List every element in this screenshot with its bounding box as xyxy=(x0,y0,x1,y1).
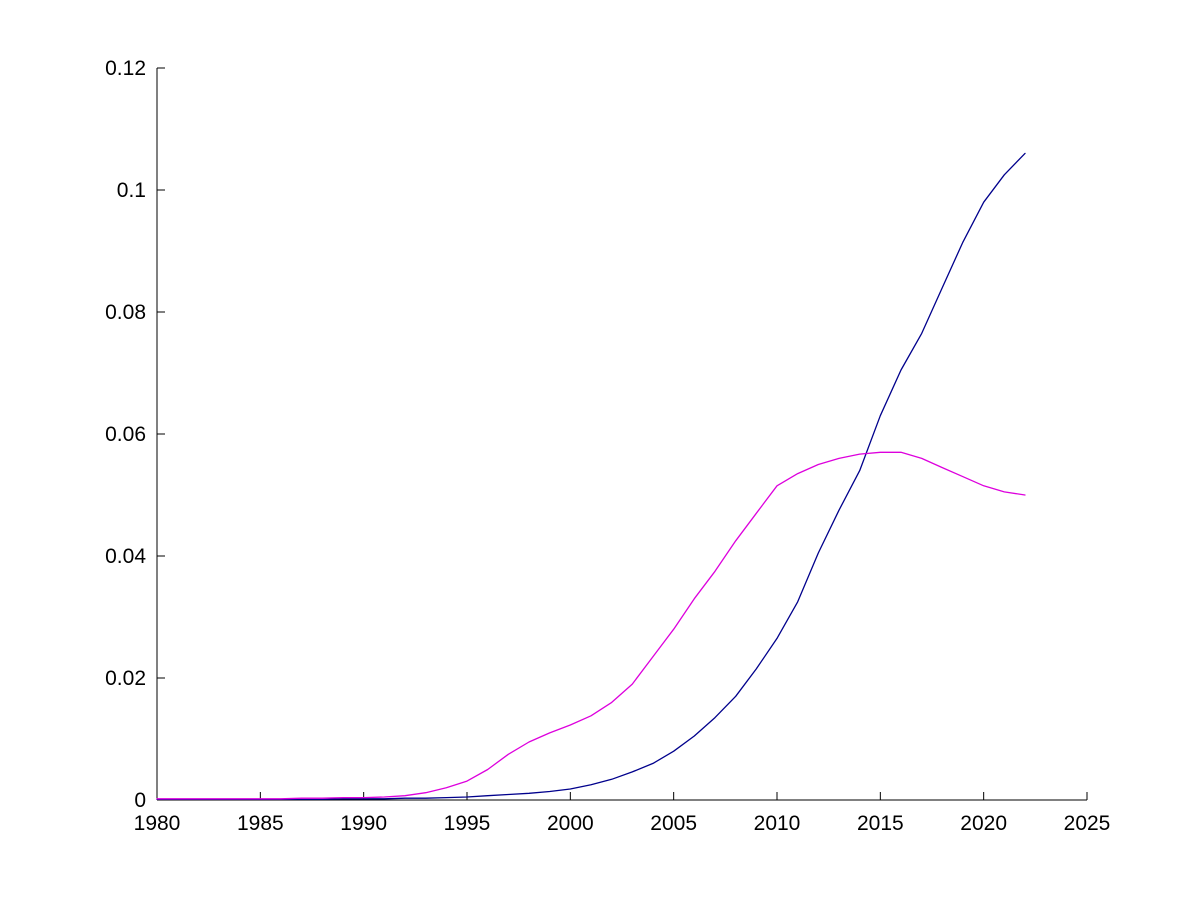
x-tick-label: 2015 xyxy=(857,812,904,835)
y-tick-label: 0.06 xyxy=(105,423,146,446)
y-tick-label: 0.02 xyxy=(105,667,146,690)
y-tick-label: 0.12 xyxy=(105,57,146,80)
y-tick-label: 0 xyxy=(134,789,146,812)
x-tick-label: 1995 xyxy=(444,812,491,835)
y-axis-tick-labels: 0 0.02 0.04 0.06 0.08 0.1 0.12 xyxy=(105,57,146,812)
x-tick-label: 2020 xyxy=(960,812,1007,835)
y-axis-ticks xyxy=(157,67,165,801)
y-tick-label: 0.1 xyxy=(117,179,146,202)
x-tick-label: 2000 xyxy=(547,812,594,835)
x-tick-label: 2025 xyxy=(1064,812,1111,835)
data-series xyxy=(156,152,1026,801)
y-tick-label: 0.04 xyxy=(105,545,146,568)
dark-blue-line xyxy=(156,152,1026,801)
x-axis-tick-labels: 1980 1985 1990 1995 2000 2005 2010 2015 2020 2025 xyxy=(134,812,1111,835)
y-tick-label: 0.08 xyxy=(105,301,146,324)
x-tick-label: 1985 xyxy=(237,812,284,835)
x-tick-label: 1980 xyxy=(134,812,181,835)
x-tick-label: 2005 xyxy=(650,812,697,835)
axes-spines xyxy=(156,68,1087,801)
x-tick-label: 2010 xyxy=(754,812,801,835)
magenta-line xyxy=(156,451,1026,800)
x-tick-label: 1990 xyxy=(340,812,387,835)
